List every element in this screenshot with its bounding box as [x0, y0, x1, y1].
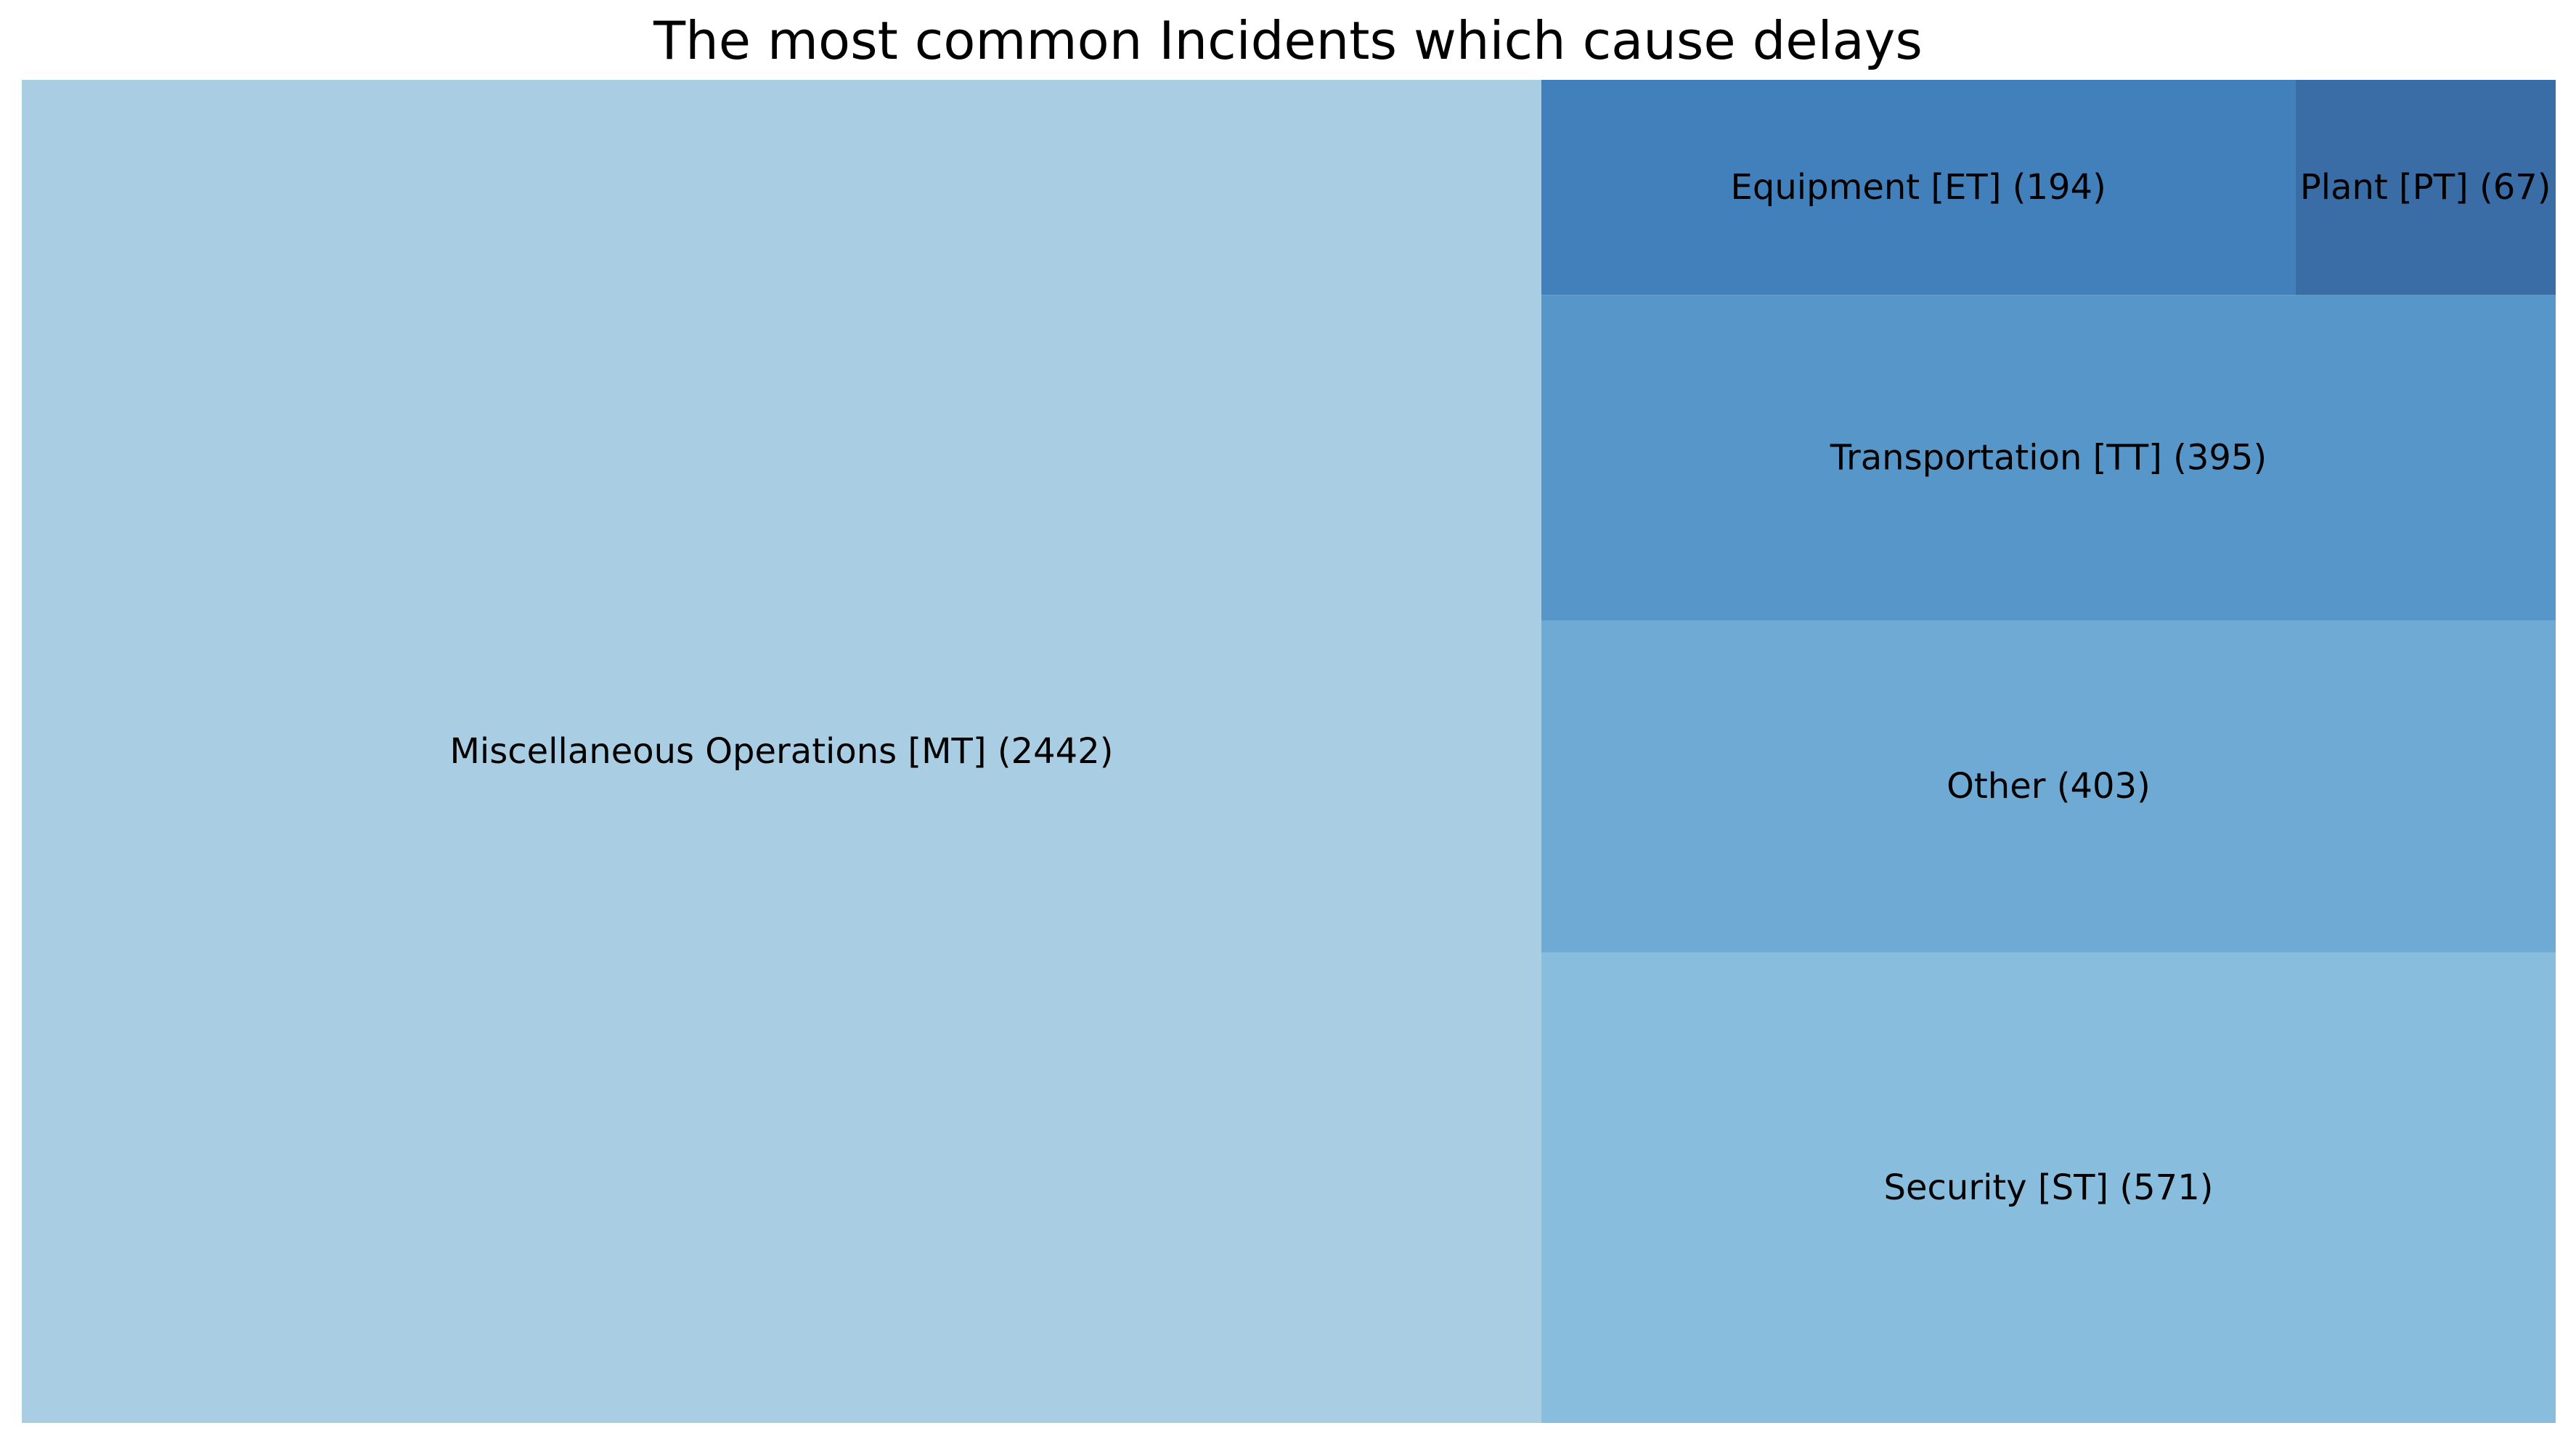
treemap-tile-1 — [1541, 952, 2556, 1423]
treemap-labels: Miscellaneous Operations [MT] (2442) Secu… — [450, 167, 2551, 1208]
treemap-tile-label-0: Miscellaneous Operations [MT] (2442) — [450, 731, 1114, 772]
treemap-tile-2 — [1541, 620, 2556, 953]
treemap-tile-label-5: Plant [PT] (67) — [2300, 167, 2551, 208]
treemap-tile-4 — [1541, 80, 2296, 295]
treemap-tiles — [22, 80, 2556, 1423]
treemap-tile-5 — [2295, 80, 2556, 295]
treemap-tile-label-3: Transportation [TT] (395) — [1830, 437, 2267, 478]
treemap-tile-label-1: Security [ST] (571) — [1884, 1167, 2214, 1208]
treemap-tile-0 — [22, 80, 1541, 1423]
treemap-tile-label-2: Other (403) — [1947, 766, 2151, 807]
treemap-tile-label-4: Equipment [ET] (194) — [1731, 167, 2106, 208]
treemap-tile-3 — [1541, 295, 2556, 621]
chart-title: The most common Incidents which cause de… — [653, 10, 1923, 71]
